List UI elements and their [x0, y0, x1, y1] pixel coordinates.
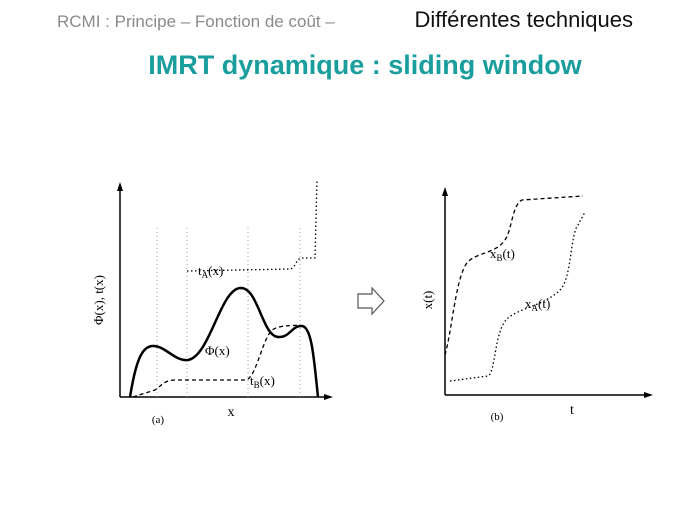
axis-arrow: [117, 182, 123, 191]
x-axis-label: t: [570, 403, 574, 418]
y-axis-label: x(t): [420, 291, 435, 310]
slide-title: IMRT dynamique : sliding window: [148, 50, 582, 80]
tb-curve: [132, 324, 301, 398]
figure-b: [442, 187, 653, 398]
caption: (b): [491, 411, 504, 423]
curve-label: xA(t): [525, 296, 550, 313]
axis-arrow: [324, 394, 333, 400]
xb-curve: [444, 195, 584, 356]
axis-arrow: [442, 187, 448, 196]
x-axis-label: x: [228, 405, 235, 420]
phi-curve: [128, 286, 320, 398]
axis-arrow: [644, 392, 653, 398]
curve-label: tB(x): [250, 373, 275, 390]
section-title: Différentes techniques: [414, 7, 633, 32]
y-axis-label: Φ(x), t(x): [91, 275, 106, 325]
curve-label: Φ(x): [205, 343, 230, 358]
caption: (a): [152, 414, 165, 426]
figure-a: [117, 179, 333, 400]
breadcrumb: RCMI : Principe – Fonction de coût –: [57, 12, 335, 31]
curve-label: xB(t): [490, 246, 515, 263]
ta-curve: [186, 179, 318, 272]
curve-label: tA(x): [198, 263, 223, 280]
transition-arrow: [357, 286, 385, 316]
xa-curve: [449, 211, 586, 382]
guides: [156, 228, 301, 397]
